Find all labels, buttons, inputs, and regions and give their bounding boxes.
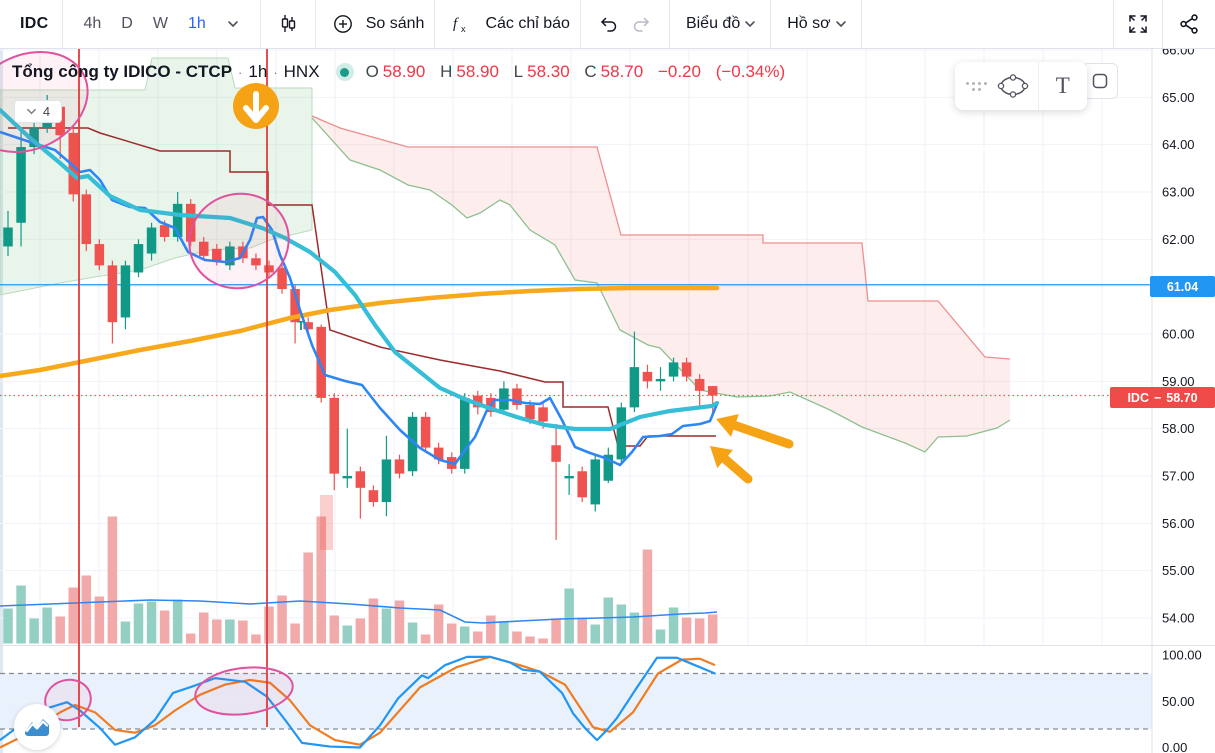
svg-text:65.00: 65.00 — [1162, 90, 1195, 105]
legend-interval: 1h — [248, 62, 268, 81]
broker-logo[interactable] — [14, 704, 60, 750]
instrument-title[interactable]: Tổng công ty IDICO - CTCP — [12, 62, 233, 81]
redo-icon[interactable] — [625, 7, 659, 41]
svg-text:62.00: 62.00 — [1162, 232, 1195, 247]
volume-bars — [3, 516, 718, 644]
svg-text:60.00: 60.00 — [1162, 327, 1195, 342]
svg-text:100.00: 100.00 — [1162, 648, 1202, 663]
svg-text:55.00: 55.00 — [1162, 563, 1195, 578]
rounded-square-icon — [1092, 73, 1108, 89]
pale-red-rect — [320, 495, 333, 550]
compare-button[interactable]: So sánh — [316, 0, 436, 48]
ellipse-icon — [998, 74, 1029, 98]
legend-exchange: HNX — [283, 62, 320, 81]
svg-text:59.00: 59.00 — [1162, 374, 1195, 389]
share-icon[interactable] — [1162, 0, 1215, 48]
drawing-toolbar: T — [955, 62, 1087, 110]
chart-menu-chevron-down-icon — [740, 7, 760, 41]
left-edge-strip — [0, 48, 3, 753]
orange-arrow — [716, 450, 753, 484]
volume-ma-line — [0, 599, 718, 624]
chart-legend: Tổng công ty IDICO - CTCP · 1h · HNX O 58… — [12, 62, 795, 82]
hidden-indicator-count: 4 — [42, 104, 51, 119]
svg-text:0.00: 0.00 — [1162, 740, 1187, 753]
chart-menu-button[interactable]: Biểu đồ — [670, 0, 772, 48]
undo-icon[interactable] — [591, 7, 625, 41]
profile-menu-button[interactable]: Hồ sơ — [771, 0, 862, 48]
ma-blue-line — [0, 130, 719, 467]
last-price-label[interactable]: IDC −58.70 — [1110, 387, 1215, 408]
ma-orange-line — [0, 285, 720, 379]
change-percent: (−0.34%) — [715, 62, 786, 81]
ohlc-readout: O 58.90 H 58.90 L 58.30 C 58.70 −0.20 (−0.34… — [365, 62, 786, 81]
logo-wave-icon — [25, 719, 49, 736]
interval-1h-active[interactable]: 1h — [187, 15, 206, 32]
svg-text:64.00: 64.00 — [1162, 137, 1195, 152]
interval-chevron-down-icon[interactable] — [216, 7, 250, 41]
plus-circle-icon — [326, 7, 360, 41]
close-value: 58.70 — [600, 62, 644, 81]
floating-extra-button[interactable] — [1082, 63, 1118, 99]
svg-text:63.00: 63.00 — [1162, 185, 1195, 200]
profile-menu-chevron-down-icon — [831, 7, 851, 41]
top-toolbar: IDC 4h D W 1h So sánh — [0, 0, 1215, 49]
svg-text:f: f — [453, 16, 459, 32]
price-lines — [0, 284, 1152, 397]
kijun-line — [8, 127, 716, 447]
high-value: 58.90 — [456, 62, 499, 81]
symbol-button[interactable]: IDC — [20, 15, 49, 32]
svg-text:50.00: 50.00 — [1162, 694, 1195, 709]
market-status-icon[interactable] — [335, 63, 354, 81]
ma-cyan-line — [0, 107, 720, 432]
pink-ellipse-annotation — [188, 192, 290, 290]
interval-d[interactable]: D — [121, 15, 133, 32]
interval-4h[interactable]: 4h — [83, 15, 102, 32]
text-tool-button[interactable]: T — [1037, 62, 1088, 110]
low-value: 58.30 — [527, 62, 570, 81]
svg-text:x: x — [461, 24, 466, 34]
chart-style-candles-icon[interactable] — [271, 7, 305, 41]
orange-arrow — [724, 419, 794, 449]
interval-w[interactable]: W — [152, 15, 168, 32]
drag-handle[interactable] — [955, 81, 989, 91]
text-tool-icon: T — [1055, 73, 1070, 98]
fullscreen-icon[interactable] — [1113, 0, 1162, 48]
svg-text:56.00: 56.00 — [1162, 516, 1195, 531]
ellipse-tool-button[interactable] — [989, 62, 1038, 110]
open-value: 58.90 — [382, 62, 426, 81]
svg-text:57.00: 57.00 — [1162, 469, 1195, 484]
stochastic-pane — [0, 655, 1152, 749]
ichimoku-clouds — [0, 57, 1011, 453]
legend-collapse-button[interactable]: 4 — [14, 100, 62, 123]
t-mark: T — [297, 318, 305, 333]
svg-text:54.00: 54.00 — [1162, 611, 1195, 626]
candles[interactable] — [3, 94, 718, 540]
pink-ellipse-annotation — [194, 666, 294, 716]
alert-price-label[interactable]: 61.04 — [1150, 276, 1215, 297]
chevron-down-icon — [26, 108, 36, 115]
change-value: −0.20 — [657, 62, 701, 81]
svg-text:58.00: 58.00 — [1162, 421, 1195, 436]
